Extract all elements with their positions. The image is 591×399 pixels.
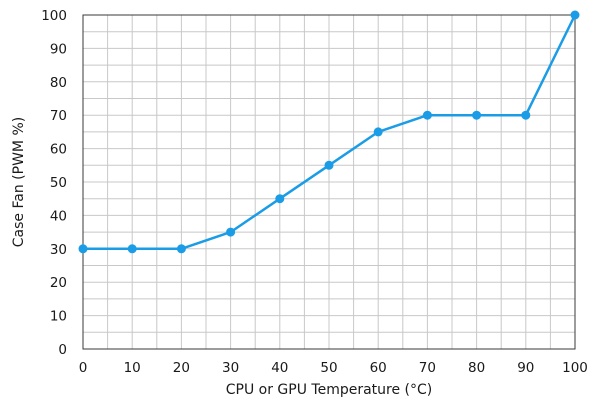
x-tick-label: 90 xyxy=(517,360,534,376)
x-tick-label: 70 xyxy=(419,360,436,376)
data-point xyxy=(422,110,432,120)
data-point xyxy=(226,227,236,237)
x-tick-label: 0 xyxy=(79,360,88,376)
x-tick-label: 100 xyxy=(562,360,588,376)
data-point xyxy=(324,160,334,170)
y-tick-label: 60 xyxy=(50,142,67,158)
data-point xyxy=(472,110,482,120)
x-tick-label: 80 xyxy=(468,360,485,376)
y-axis-label: Case Fan (PWM %) xyxy=(11,117,27,247)
y-tick-label: 10 xyxy=(50,309,67,325)
x-tick-label: 40 xyxy=(271,360,288,376)
x-tick-label: 10 xyxy=(124,360,141,376)
y-tick-label: 30 xyxy=(50,242,67,258)
y-tick-label: 100 xyxy=(41,8,67,24)
y-tick-label: 70 xyxy=(50,108,67,124)
y-tick-label: 80 xyxy=(50,75,67,91)
series-layer xyxy=(78,10,580,254)
x-axis-label: CPU or GPU Temperature (°C) xyxy=(226,382,433,398)
grid xyxy=(82,14,576,350)
y-tick-label: 50 xyxy=(50,175,67,191)
y-axis-ticks: 0 10 20 30 40 50 60 70 80 90 100 xyxy=(41,8,67,358)
data-point xyxy=(521,110,531,120)
x-tick-label: 50 xyxy=(320,360,337,376)
y-tick-label: 20 xyxy=(50,275,67,291)
data-point xyxy=(78,244,88,254)
x-tick-label: 60 xyxy=(370,360,387,376)
data-point xyxy=(373,127,383,137)
plot-frame xyxy=(82,14,576,350)
data-point xyxy=(127,244,137,254)
x-axis-ticks: 0 10 20 30 40 50 60 70 80 90 100 xyxy=(79,360,588,376)
y-tick-label: 90 xyxy=(50,41,67,57)
x-tick-label: 30 xyxy=(222,360,239,376)
y-tick-label: 0 xyxy=(58,342,67,358)
y-tick-label: 40 xyxy=(50,208,67,224)
data-point xyxy=(570,10,580,20)
x-tick-label: 20 xyxy=(173,360,190,376)
data-point xyxy=(275,194,285,204)
data-point xyxy=(176,244,186,254)
